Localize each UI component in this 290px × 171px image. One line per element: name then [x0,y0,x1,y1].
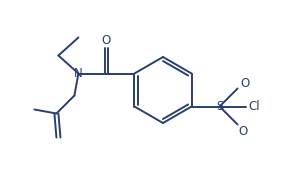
Text: O: O [238,125,247,138]
Text: O: O [102,34,111,47]
Text: O: O [240,77,249,90]
Text: S: S [216,100,223,113]
Text: Cl: Cl [249,100,260,113]
Text: N: N [74,67,83,80]
